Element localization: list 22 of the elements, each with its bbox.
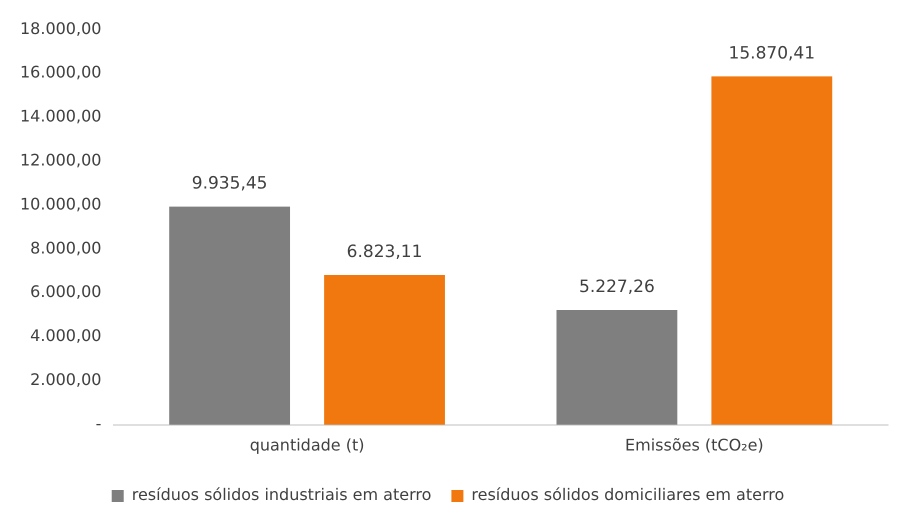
y-tick-label: 16.000,00 [20,62,102,82]
y-tick-label: 10.000,00 [20,194,102,214]
data-label: 5.227,26 [579,276,655,297]
data-label: 9.935,45 [192,174,268,194]
y-tick-label: 12.000,00 [20,150,102,170]
x-tick-label: quantidade (t) [250,436,364,455]
y-tick-label: 4.000,00 [30,326,102,346]
legend-label: resíduos sólidos domiciliares em aterro [471,485,784,504]
y-tick-label: - [96,414,102,433]
bar [556,310,678,425]
y-tick-label: 2.000,00 [30,370,102,390]
y-tick-label: 14.000,00 [20,106,102,126]
y-tick-label: 18.000,00 [20,18,102,38]
x-tick-label: Emissões (tCO₂e) [625,436,764,455]
data-label: 6.823,11 [346,242,422,262]
y-tick-label: 8.000,00 [30,238,102,258]
data-label: 15.870,41 [728,43,816,64]
bar [324,274,445,425]
legend-label: resíduos sólidos industriais em aterro [132,485,432,504]
bar [711,76,832,425]
y-tick-label: 6.000,00 [30,282,102,302]
bar [169,206,290,425]
